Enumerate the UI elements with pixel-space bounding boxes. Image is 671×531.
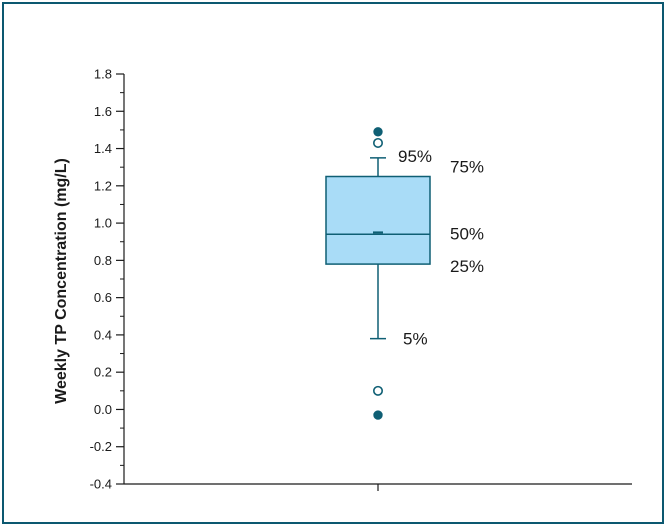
percentile-label: 25% <box>450 257 484 276</box>
y-tick-label: 0.6 <box>94 290 112 305</box>
y-tick-label: 1.8 <box>94 67 112 82</box>
outlier-open-point <box>372 385 383 396</box>
outlier-filled-point <box>373 410 383 420</box>
plot-area: 95% 75% 50% 25% 5% <box>325 127 484 420</box>
outlier-open-point <box>372 137 383 148</box>
percentile-label: 50% <box>450 224 484 243</box>
percentile-label: 95% <box>398 147 432 166</box>
y-tick-label: 0.2 <box>94 365 112 380</box>
y-tick-label: -0.4 <box>90 477 112 492</box>
y-tick-label: 1.0 <box>94 216 112 231</box>
y-tick-label: 1.6 <box>94 104 112 119</box>
y-axis-title: Weekly TP Concentration (mg/L) <box>53 158 70 404</box>
y-tick-label: 1.4 <box>94 141 112 156</box>
y-tick-label: 0.4 <box>94 327 112 342</box>
x-axis <box>124 483 632 491</box>
y-tick-label: -0.2 <box>90 439 112 454</box>
percentile-label: 75% <box>450 158 484 177</box>
outlier-filled-point <box>373 127 383 137</box>
y-tick-label: 0.8 <box>94 253 112 268</box>
y-axis: 1.8 1.6 1.4 1.2 1.0 0.8 0.6 0.4 0.2 0.0 -0.2 -0.4 <box>90 67 125 492</box>
y-tick-label: 0.0 <box>94 402 112 417</box>
interquartile-box <box>325 175 431 265</box>
percentile-label: 5% <box>403 330 428 349</box>
y-tick-label: 1.2 <box>94 178 112 193</box>
